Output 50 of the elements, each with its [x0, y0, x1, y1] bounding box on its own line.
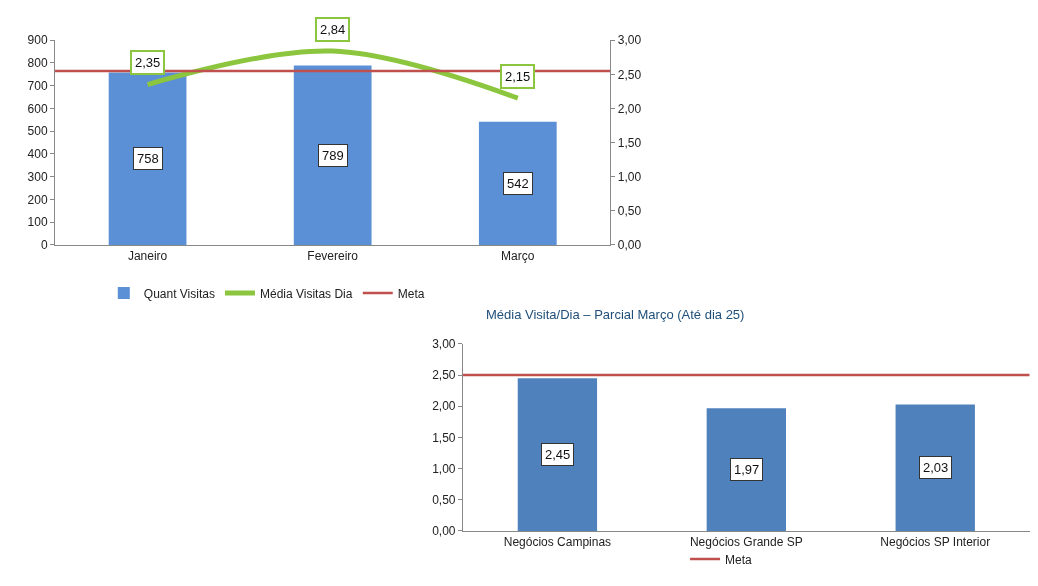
legend-label: Média Visitas Dia	[259, 286, 353, 301]
y2-tick-label: 0,00	[617, 238, 642, 253]
data-label: 2,03	[923, 460, 949, 475]
y-tick-label: 200	[27, 192, 48, 207]
data-label: 758	[137, 151, 159, 166]
x-tick-label: Janeiro	[127, 249, 168, 264]
data-label: 2,35	[135, 55, 161, 70]
y2-tick-label: 2,00	[617, 101, 642, 116]
y-tick-label: 0,50	[432, 492, 456, 507]
y2-tick-label: 0,50	[617, 204, 642, 219]
y-tick-label: 1,00	[432, 461, 456, 476]
data-label: 2,45	[545, 447, 571, 462]
y-tick-label: 500	[27, 124, 48, 139]
x-tick-label: Negócios Campinas	[503, 535, 612, 550]
bar	[706, 408, 786, 531]
data-label: 1,97	[734, 462, 760, 477]
y-tick-label: 100	[27, 215, 48, 230]
y-tick-label: 600	[27, 101, 48, 116]
y-tick-label: 0	[40, 238, 48, 253]
y-tick-label: 800	[27, 56, 48, 71]
y-tick-label: 2,00	[432, 399, 456, 414]
y-tick-label: 3,00	[432, 337, 456, 352]
y2-tick-label: 2,50	[617, 67, 642, 82]
y-tick-label: 0,00	[432, 524, 456, 539]
legend-label: Quant Visitas	[143, 286, 215, 301]
y-tick-label: 2,50	[432, 368, 456, 383]
x-tick-label: Negócios Grande SP	[689, 535, 803, 550]
y-tick-label: 300	[27, 169, 48, 184]
data-label: 542	[507, 176, 529, 191]
y-tick-label: 700	[27, 78, 48, 93]
y-tick-label: 900	[27, 33, 48, 48]
y-tick-label: 400	[27, 147, 48, 162]
x-tick-label: Março	[501, 249, 535, 264]
y2-tick-label: 1,50	[617, 135, 642, 150]
y-tick-label: 1,50	[432, 430, 456, 445]
data-label: 789	[322, 148, 344, 163]
chart-title: Média Visita/Dia – Parcial Março (Até dia 25)	[486, 307, 745, 322]
legend-label: Meta	[397, 286, 425, 301]
x-tick-label: Negócios SP Interior	[880, 535, 991, 550]
bar	[293, 65, 372, 245]
data-label: 2,84	[320, 22, 346, 37]
y2-tick-label: 1,00	[617, 169, 642, 184]
bar	[895, 404, 975, 531]
bar	[108, 72, 187, 245]
bar	[517, 378, 598, 531]
y2-tick-label: 3,00	[617, 33, 642, 48]
data-label: 2,15	[505, 69, 531, 84]
x-tick-label: Fevereiro	[307, 249, 359, 264]
legend-label: Meta	[725, 552, 753, 567]
bar	[478, 121, 557, 245]
